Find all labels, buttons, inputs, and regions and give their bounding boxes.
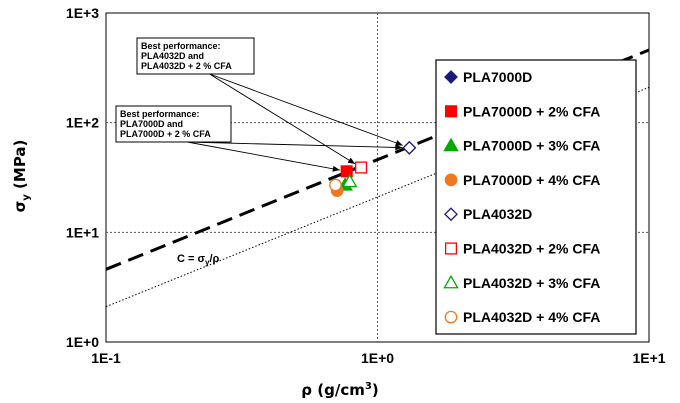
annotation-arrow — [209, 73, 356, 165]
legend-marker — [443, 274, 459, 289]
annotation-box — [115, 105, 232, 143]
annotation-text: PLA4032D + 2 % CFA — [141, 61, 232, 71]
annotation-text: PLA7000D and — [120, 119, 183, 129]
annotation-box — [136, 37, 255, 75]
data-point — [402, 140, 417, 155]
legend-marker — [443, 137, 459, 152]
y-tick-label: 1E+1 — [66, 224, 99, 240]
data-points — [329, 140, 417, 197]
y-tick-label: 1E+3 — [66, 5, 99, 21]
legend-label: PLA4032D + 2% CFA — [463, 241, 600, 257]
legend-marker — [444, 310, 458, 324]
annotation-text: PLA7000D + 2 % CFA — [120, 129, 211, 139]
annotation-arrow — [187, 141, 340, 171]
legend-marker — [444, 173, 458, 187]
annotation-arrowhead — [332, 165, 340, 172]
annotation-arrow — [187, 141, 403, 149]
x-axis-label: ρ (g/cm3) — [301, 381, 378, 399]
legend-label: PLA7000D + 2% CFA — [463, 103, 600, 119]
y-tick-label: 1E+2 — [66, 115, 99, 131]
legend-label: PLA4032D + 3% CFA — [463, 275, 600, 291]
legend-box — [435, 59, 637, 335]
legend-label: PLA7000D + 3% CFA — [463, 138, 600, 154]
annotation-arrowhead — [395, 140, 403, 146]
x-tick-label: 1E-1 — [91, 350, 121, 366]
data-point — [355, 161, 368, 174]
annotation-text: Best performance: — [141, 41, 221, 51]
annotation-text: PLA4032D and — [141, 51, 204, 61]
annotation-arrow — [209, 73, 403, 146]
legend-label: PLA4032D + 4% CFA — [463, 309, 600, 325]
data-point — [341, 173, 358, 188]
legend-marker — [444, 105, 458, 118]
legend-marker — [444, 242, 458, 255]
legend-label: PLA7000D + 4% CFA — [463, 172, 600, 188]
legend-label: PLA4032D — [463, 206, 532, 222]
legend-marker — [444, 70, 458, 84]
legend-label: PLA7000D — [463, 69, 532, 85]
x-tick-label: 1E+0 — [361, 350, 394, 366]
annotation-arrowhead — [395, 144, 403, 151]
legend-marker — [444, 207, 458, 222]
data-point — [340, 165, 353, 178]
annotation-arrowhead — [347, 157, 356, 164]
legend: PLA7000D PLA7000D + 2% CFA PLA7000D + 3% C… — [435, 59, 637, 335]
c-label: C = σy/ρ — [177, 253, 220, 267]
annotation-text: Best performance: — [120, 109, 200, 119]
y-tick-label: 1E+0 — [66, 334, 99, 350]
data-point — [329, 178, 342, 192]
x-tick-label: 1E+1 — [632, 350, 665, 366]
y-axis-label: σy (MPa) — [11, 140, 32, 213]
tick-labels: 1E-1 1E+0 1E+11E+01E+11E+21E+3 — [66, 5, 666, 366]
